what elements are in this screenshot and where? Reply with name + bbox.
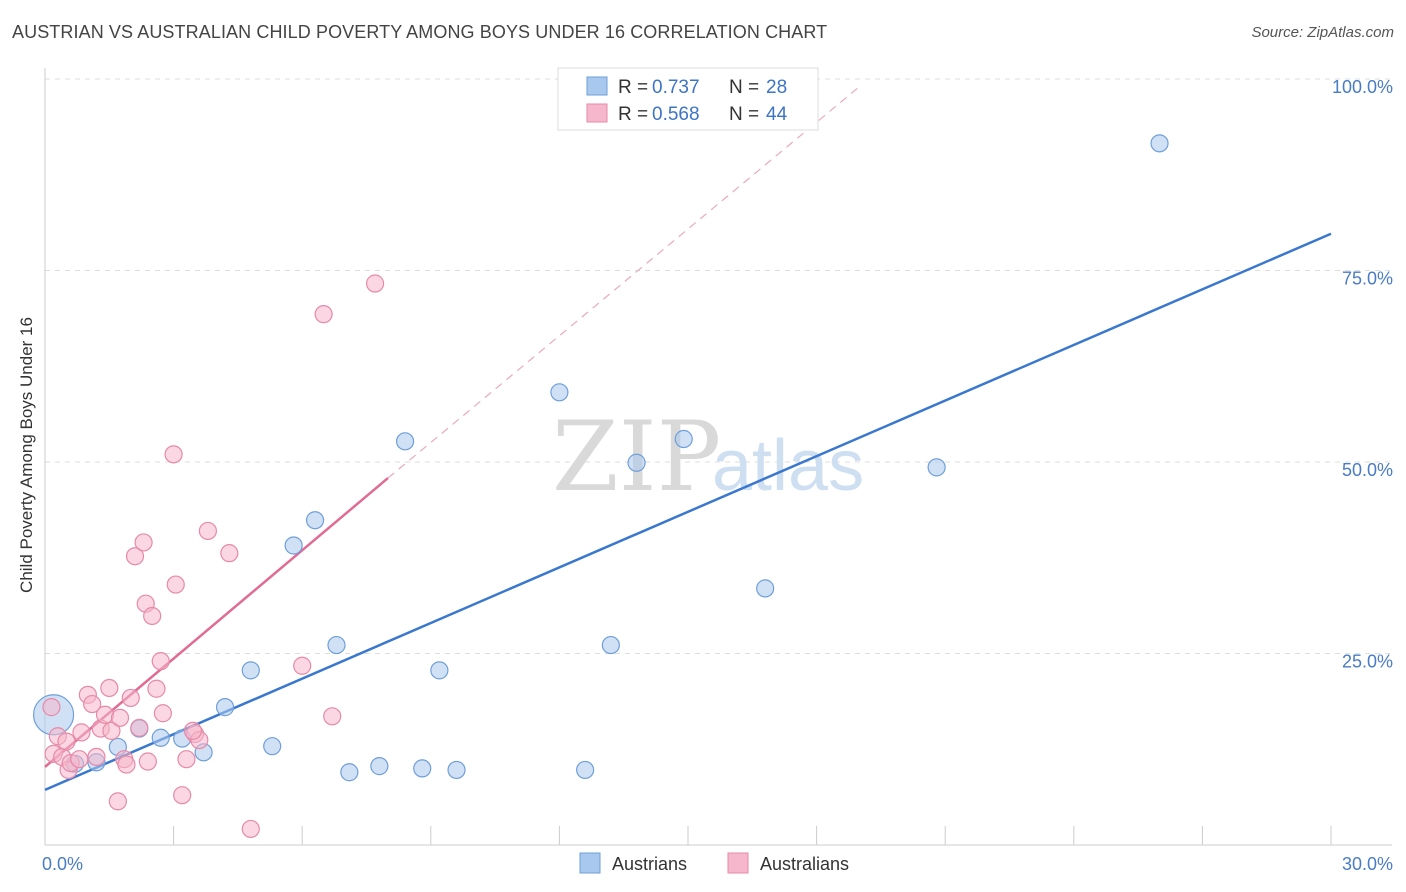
chart-source: Source: ZipAtlas.com — [1251, 24, 1394, 41]
point-1-39 — [293, 656, 312, 675]
legend-n-value-2: 44 — [766, 104, 788, 125]
point-1-16 — [108, 792, 127, 811]
point-0-12 — [305, 511, 325, 530]
bottom-legend-swatch-austrians — [579, 852, 601, 874]
point-1-38 — [241, 819, 260, 839]
point-1-28 — [151, 652, 170, 671]
point-1-20 — [121, 688, 140, 708]
y-tick-label-0: 25.0% — [1342, 652, 1393, 672]
point-0-10 — [263, 737, 282, 756]
legend-r-label-1: R = — [618, 77, 648, 98]
data-points — [32, 134, 1169, 839]
point-0-5 — [151, 728, 170, 747]
point-1-43 — [183, 721, 202, 740]
point-1-13 — [95, 705, 115, 724]
point-1-23 — [134, 533, 153, 552]
point-0-15 — [370, 757, 389, 776]
point-0-17 — [413, 759, 432, 778]
point-0-18 — [430, 661, 449, 680]
point-0-11 — [284, 536, 303, 555]
chart-title: AUSTRIAN VS AUSTRALIAN CHILD POVERTY AMO… — [12, 22, 828, 42]
bottom-legend-australians: Australians — [760, 854, 849, 874]
point-1-4 — [57, 732, 76, 751]
point-1-41 — [323, 707, 342, 726]
trend-line-0 — [44, 232, 1332, 791]
point-0-20 — [550, 383, 569, 402]
watermark-atlas: atlas — [712, 426, 864, 506]
point-0-19 — [447, 760, 466, 780]
bottom-legend-austrians: Austrians — [612, 854, 687, 874]
point-1-27 — [147, 679, 166, 698]
point-1-11 — [87, 747, 106, 767]
point-0-21 — [576, 760, 595, 780]
point-1-36 — [198, 521, 217, 541]
legend-n-label-1: N = — [729, 77, 759, 98]
point-0-22 — [601, 635, 620, 655]
bottom-legend: Austrians Australians — [579, 852, 849, 874]
legend-r-value-2: 0.568 — [652, 104, 700, 125]
legend-n-value-1: 28 — [766, 77, 787, 98]
point-1-31 — [166, 575, 185, 594]
axes — [44, 68, 1392, 846]
point-0-8 — [215, 698, 235, 717]
point-1-40 — [314, 305, 333, 324]
point-1-21 — [125, 547, 145, 566]
y-tick-label-3: 100.0% — [1332, 77, 1393, 97]
point-0-27 — [1150, 134, 1169, 153]
tick-labels: 0.0% 30.0% 25.0% 50.0% 75.0% 100.0% — [42, 77, 1393, 874]
point-0-25 — [756, 579, 775, 598]
point-1-10 — [83, 694, 102, 714]
point-1-0 — [42, 698, 61, 717]
y-tick-label-1: 50.0% — [1342, 460, 1393, 480]
legend-r-label-2: R = — [618, 104, 648, 125]
x-tick-label-1: 30.0% — [1342, 854, 1393, 874]
point-1-25 — [138, 752, 157, 771]
point-1-7 — [70, 750, 89, 769]
bottom-legend-swatch-australians — [727, 852, 749, 874]
point-1-22 — [130, 718, 149, 737]
point-0-26 — [927, 458, 946, 477]
point-1-30 — [164, 445, 183, 464]
point-0-14 — [340, 763, 359, 782]
y-tick-label-2: 75.0% — [1342, 269, 1393, 289]
point-0-16 — [395, 432, 415, 451]
point-1-14 — [100, 678, 119, 698]
point-0-9 — [241, 661, 260, 680]
point-0-24 — [674, 429, 693, 449]
point-1-19 — [117, 755, 136, 774]
point-1-29 — [153, 704, 172, 723]
y-axis-label: Child Poverty Among Boys Under 16 — [17, 317, 36, 593]
point-1-17 — [110, 708, 130, 727]
point-0-23 — [627, 453, 646, 472]
point-1-37 — [220, 544, 239, 563]
trend-extension-1 — [387, 86, 860, 479]
x-tick-label-0: 0.0% — [42, 854, 83, 874]
legend-r-value-1: 0.737 — [652, 77, 700, 98]
legend-swatch-australians — [586, 103, 608, 123]
legend-swatch-austrians — [586, 76, 608, 96]
point-0-13 — [327, 635, 346, 655]
legend-n-label-2: N = — [729, 104, 759, 125]
point-1-33 — [177, 750, 196, 769]
grid-lines — [45, 78, 1392, 654]
point-1-15 — [102, 721, 121, 740]
point-1-32 — [173, 786, 192, 805]
legend-box: R = 0.737 N = 28 R = 0.568 N = 44 — [557, 67, 819, 131]
point-1-42 — [365, 274, 385, 293]
point-1-8 — [72, 723, 91, 742]
point-1-26 — [143, 606, 162, 626]
